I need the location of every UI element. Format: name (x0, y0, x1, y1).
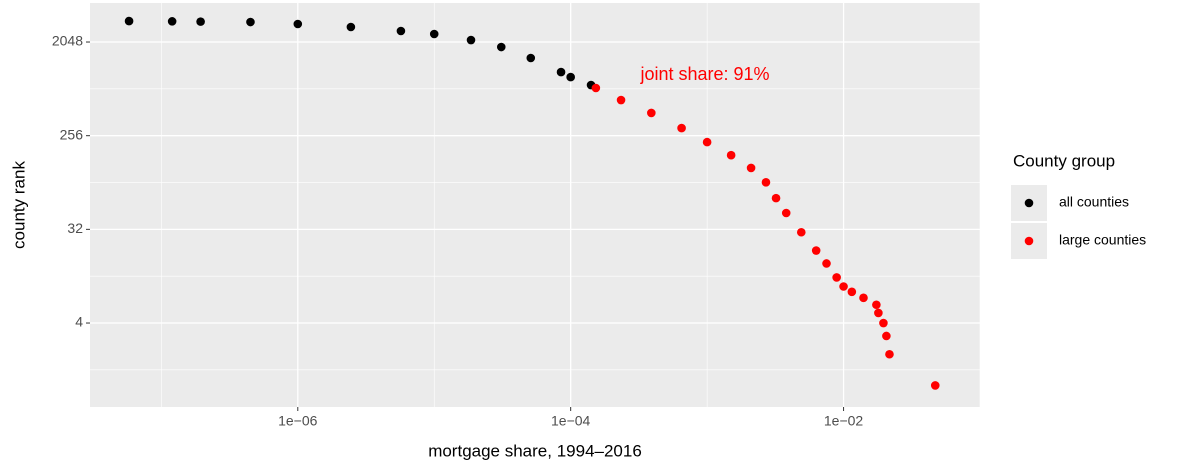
point (930, 381, 940, 390)
y-tick-label: 2048 (52, 33, 83, 49)
x-tick-label: 1e−04 (551, 413, 591, 429)
point (872, 300, 881, 310)
legend-label: large counties (1059, 232, 1146, 248)
point (124, 16, 134, 26)
point (556, 67, 566, 77)
point (811, 246, 821, 255)
point (466, 35, 476, 45)
point (771, 193, 781, 203)
point (293, 19, 303, 29)
point (702, 137, 712, 147)
y-axis-label: county rank (9, 161, 28, 249)
point (726, 150, 736, 160)
y-tick-label: 4 (75, 314, 83, 330)
point (566, 72, 575, 82)
point (885, 349, 894, 359)
point (859, 293, 868, 303)
point (429, 29, 439, 39)
legend-title: County group (1013, 151, 1115, 170)
x-tick-label: 1e−02 (824, 413, 864, 429)
point (677, 123, 686, 133)
point (591, 83, 601, 93)
point (874, 308, 883, 318)
point (346, 22, 356, 32)
legend-label: all counties (1059, 194, 1129, 210)
legend-marker (1024, 236, 1034, 246)
annotation: joint share: 91% (639, 64, 769, 84)
point (167, 17, 177, 26)
point (526, 53, 536, 63)
point (746, 163, 756, 173)
x-axis-label: mortgage share, 1994–2016 (428, 441, 642, 460)
y-tick-label: 256 (60, 126, 84, 142)
x-tick-label: 1e−06 (278, 413, 318, 429)
point (616, 95, 626, 105)
point (882, 331, 891, 341)
point (396, 26, 406, 36)
point (847, 287, 857, 297)
y-tick-label: 32 (67, 220, 83, 236)
point (879, 318, 888, 328)
point (822, 259, 831, 268)
panel (90, 3, 980, 407)
point (647, 108, 656, 118)
point (781, 208, 791, 218)
point (839, 282, 848, 291)
point (761, 177, 771, 187)
point (832, 273, 841, 282)
point (246, 17, 255, 27)
point (196, 17, 205, 26)
legend-marker (1024, 198, 1034, 208)
point (496, 42, 506, 52)
point (796, 227, 806, 237)
